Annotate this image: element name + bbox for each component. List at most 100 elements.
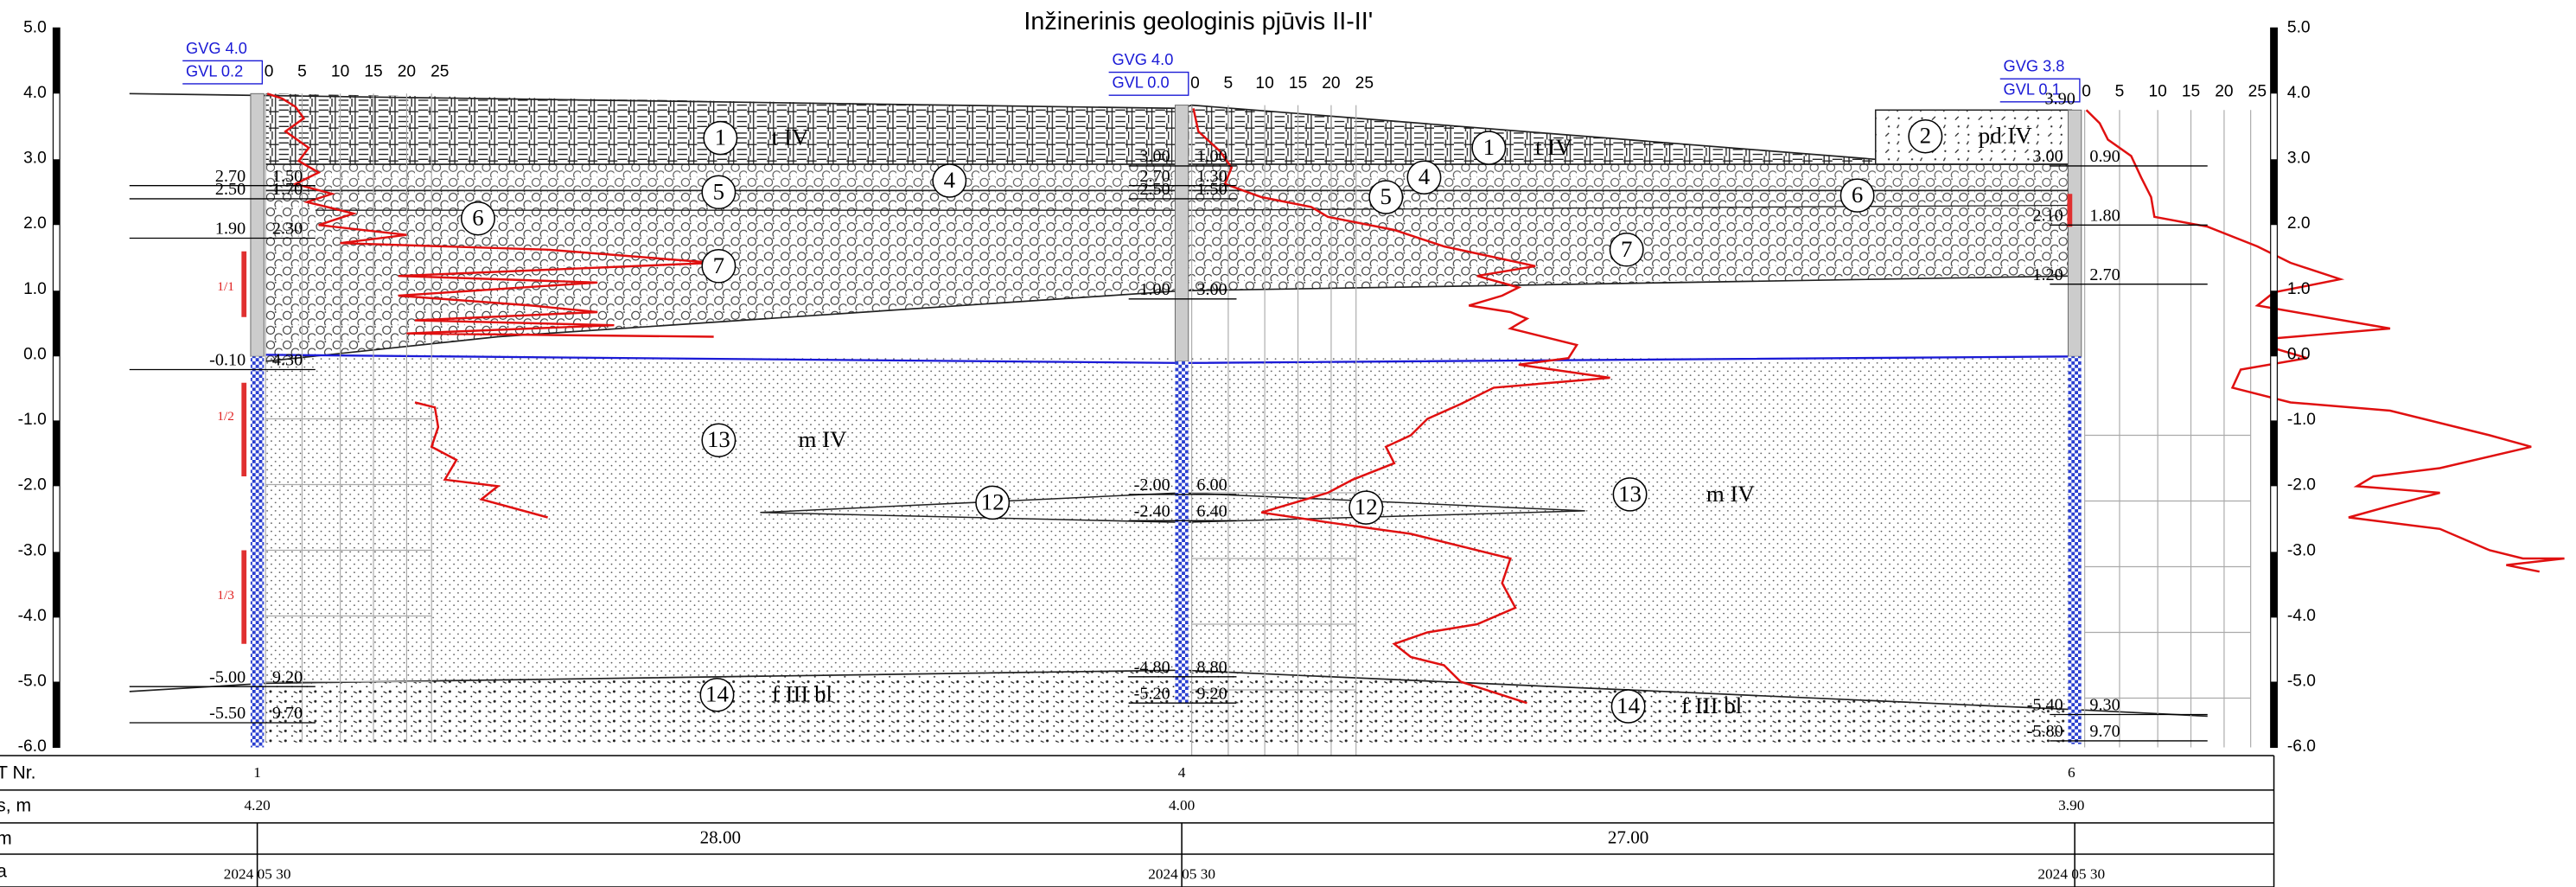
elevation-label: 2.0 xyxy=(2287,214,2311,233)
elevation-label: -5.0 xyxy=(18,673,47,691)
top-elevation: 3.90 xyxy=(2045,90,2075,109)
depth-value: 9.70 xyxy=(272,704,303,723)
cpt-scale-label: 10 xyxy=(331,63,349,81)
layer-index: 4 xyxy=(1419,163,1430,189)
distance: 27.00 xyxy=(1608,827,1648,848)
depth-value: 6.40 xyxy=(1196,501,1227,520)
layer-index: 13 xyxy=(1618,481,1642,507)
depth-value: 1.50 xyxy=(1196,180,1227,199)
layer-index: 6 xyxy=(1852,182,1863,207)
layer-index: 2 xyxy=(1920,123,1931,149)
date: 2024 05 30 xyxy=(1148,866,1215,883)
depth-value: 8.80 xyxy=(1196,658,1227,677)
layer-label: f III bl xyxy=(772,681,832,707)
cpt-scale-label: 25 xyxy=(2248,83,2267,101)
layer-index: 13 xyxy=(707,426,730,452)
borehole-number: 1 xyxy=(253,764,261,781)
cpt-scale-label: 5 xyxy=(1224,74,1234,93)
layer-index: 1 xyxy=(1483,134,1495,160)
elevation-value: 2.50 xyxy=(215,180,245,199)
layer-label: m IV xyxy=(1706,481,1755,507)
elevation-label: 0.0 xyxy=(2287,346,2311,364)
layer-index: 5 xyxy=(713,178,724,204)
elevation-label: -3.0 xyxy=(18,541,47,559)
elevation-label: 4.0 xyxy=(2287,84,2311,102)
gvl-label: GVL 0.2 xyxy=(186,62,243,80)
elevation-label: 2.0 xyxy=(23,214,47,233)
sample-label: 1/3 xyxy=(217,588,234,603)
cpt-scale-label: 25 xyxy=(430,63,449,81)
depth-value: 0.90 xyxy=(2089,147,2120,166)
elevation-label: -2.0 xyxy=(2287,476,2316,495)
layer-label: t IV xyxy=(1535,134,1572,160)
elevation-value: 1.20 xyxy=(2032,265,2063,284)
cpt-scale-label: 5 xyxy=(297,63,307,81)
row-label: m xyxy=(0,829,12,849)
elevation-value: -0.10 xyxy=(209,351,245,370)
elevation-value: 2.10 xyxy=(2032,206,2063,225)
elevation-label: -6.0 xyxy=(2287,737,2316,756)
elevation-value: -5.80 xyxy=(2027,722,2063,741)
sample-label: 1/1 xyxy=(217,279,234,294)
elevation-label: 0.0 xyxy=(23,346,47,364)
elevation-label: -1.0 xyxy=(18,411,47,429)
layer-label: f III bl xyxy=(1681,692,1742,718)
elevation-value: 1.90 xyxy=(215,220,245,239)
row-label: a xyxy=(0,862,7,882)
cpt-scale-label: 15 xyxy=(2182,83,2200,101)
elevation-value: -2.40 xyxy=(1134,501,1170,520)
elevation-value: 2.50 xyxy=(1139,180,1170,199)
layer-index: 14 xyxy=(1616,692,1640,718)
depth-value: 1.00 xyxy=(1196,147,1227,166)
layer-index: 5 xyxy=(1380,183,1392,209)
gvg-label: GVG 4.0 xyxy=(186,40,247,57)
elevation-label: 5.0 xyxy=(23,18,47,36)
elevation-value: 1.00 xyxy=(1139,280,1170,299)
cpt-scale-label: 0 xyxy=(1190,74,1200,93)
depth-value: 2.30 xyxy=(272,220,303,239)
sample-label: 1/2 xyxy=(217,409,234,424)
elevation-label: -1.0 xyxy=(2287,411,2316,429)
layer-index: 12 xyxy=(981,489,1004,515)
depth-value: 3.00 xyxy=(1196,280,1227,299)
date: 2024 05 30 xyxy=(224,866,291,883)
borehole-number: 6 xyxy=(2068,764,2075,781)
layer-index: 7 xyxy=(713,252,724,278)
depth-value: 1.80 xyxy=(2089,206,2120,225)
layer-label: m IV xyxy=(799,426,847,452)
elevation-label: 3.0 xyxy=(23,150,47,168)
elevation-label: -4.0 xyxy=(2287,607,2316,625)
layer-index: 4 xyxy=(944,167,955,193)
cpt-scale-label: 20 xyxy=(398,63,416,81)
gvg-label: GVG 3.8 xyxy=(2004,58,2065,75)
info-table xyxy=(0,756,2274,887)
elevation-label: -3.0 xyxy=(2287,541,2316,559)
cpt-scale-label: 10 xyxy=(1255,74,1273,93)
elevation-value: -4.80 xyxy=(1134,658,1170,677)
cpt-scale-label: 20 xyxy=(1322,74,1340,93)
elevation-label: 4.0 xyxy=(23,84,47,102)
borehole-number: 4 xyxy=(1178,764,1186,781)
cpt-scale-label: 0 xyxy=(265,63,274,81)
depth-value: 2.70 xyxy=(2089,265,2120,284)
layer-label: t IV xyxy=(772,124,809,150)
cpt-scale-label: 0 xyxy=(2082,83,2091,101)
cpt-scale-label: 15 xyxy=(364,63,382,81)
depth-value: 4.30 xyxy=(272,351,303,370)
depth-value: 1.70 xyxy=(272,180,303,199)
elevation-label: 1.0 xyxy=(23,280,47,298)
elevation-label: 1.0 xyxy=(2287,280,2311,298)
elevation-value: -5.00 xyxy=(209,667,245,686)
elevation-label: -5.0 xyxy=(2287,673,2316,691)
cpt-scale-label: 25 xyxy=(1355,74,1374,93)
cpt-scale-label: 15 xyxy=(1289,74,1307,93)
depth-value: 9.70 xyxy=(2089,722,2120,741)
layer-index: 14 xyxy=(705,681,729,707)
depth-value: 9.20 xyxy=(272,667,303,686)
elevation-label: 3.0 xyxy=(2287,150,2311,168)
elevation-value: -2.00 xyxy=(1134,475,1170,495)
elevation-value: 3.00 xyxy=(1139,147,1170,166)
elevation-label: 5.0 xyxy=(2287,18,2311,36)
borehole-elevation: 3.90 xyxy=(2058,797,2084,814)
row-label: s, m xyxy=(0,796,31,816)
